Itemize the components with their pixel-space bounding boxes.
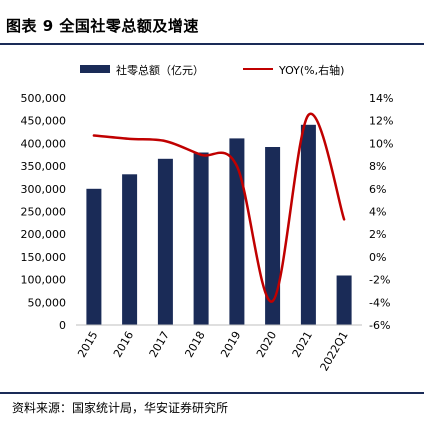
title-divider (0, 43, 424, 45)
left-axis-ticks: 0 50,000 100,000 150,000 200,000 250,000 300,0… (21, 92, 67, 332)
x-axis-tick-label: 2018 (182, 329, 207, 360)
bar-2022q1 (336, 275, 352, 325)
legend-swatch-bar (80, 65, 110, 73)
left-axis-tick-label: 100,000 (21, 274, 67, 287)
right-axis-tick-label: -2% (369, 274, 390, 287)
right-axis-tick-label: 6% (369, 183, 386, 196)
left-axis-tick-label: 0 (59, 319, 66, 332)
line-series (92, 112, 346, 303)
x-axis-tick-label: 2021 (290, 329, 315, 360)
legend-label-line: YOY(%,右轴) (278, 63, 344, 77)
x-axis-tick-label: 2017 (147, 329, 172, 360)
bar-series (86, 124, 352, 325)
x-axis-tick-label: 2022Q1 (318, 329, 351, 373)
figure-title: 图表 9 全国社零总额及增速 (6, 17, 199, 35)
x-axis-tick-label: 2015 (75, 329, 100, 360)
left-axis-tick-label: 250,000 (21, 206, 67, 219)
right-axis-ticks: -6% -4% -2% 0% 2% 4% 6% 8% 10% 12% 14% (369, 92, 393, 332)
chart: 社零总额（亿元） YOY(%,右轴) 0 50,000 100,000 150,000… (21, 63, 394, 373)
bar-2016 (122, 174, 138, 325)
yoy-line (92, 112, 346, 303)
bar-2021 (300, 124, 316, 325)
bar-2015 (86, 188, 102, 325)
legend: 社零总额（亿元） YOY(%,右轴) (80, 63, 344, 77)
left-axis-tick-label: 350,000 (21, 160, 67, 173)
bar-2018 (193, 152, 209, 325)
left-axis-tick-label: 450,000 (21, 115, 67, 128)
source-divider (0, 392, 424, 394)
left-axis-tick-label: 200,000 (21, 228, 67, 241)
right-axis-tick-label: 12% (369, 115, 393, 128)
right-axis-tick-label: -6% (369, 319, 390, 332)
left-axis-tick-label: 500,000 (21, 92, 67, 105)
right-axis-tick-label: 4% (369, 206, 386, 219)
right-axis-tick-label: -4% (369, 296, 390, 309)
bar-2019 (229, 138, 245, 325)
left-axis-tick-label: 50,000 (28, 296, 67, 309)
title-bar: 图表 9 全国社零总额及增速 (0, 0, 424, 45)
right-axis-tick-label: 0% (369, 251, 386, 264)
right-axis-tick-label: 8% (369, 160, 386, 173)
left-axis-tick-label: 150,000 (21, 251, 67, 264)
right-axis-tick-label: 14% (369, 92, 393, 105)
right-axis-tick-label: 10% (369, 137, 393, 150)
left-axis-tick-label: 400,000 (21, 137, 67, 150)
legend-label-bar: 社零总额（亿元） (116, 63, 204, 77)
bar-2017 (157, 158, 173, 325)
x-axis-tick-label: 2020 (254, 329, 279, 360)
bar-2020 (265, 147, 281, 325)
x-axis-tick-label: 2019 (218, 329, 243, 360)
x-axis-tick-label: 2016 (111, 329, 136, 360)
source-note: 资料来源：国家统计局，华安证券研究所 (12, 401, 229, 415)
x-axis-labels: 2015 2016 2017 2018 2019 2020 2021 2022Q1 (75, 329, 350, 373)
left-axis-tick-label: 300,000 (21, 183, 67, 196)
right-axis-tick-label: 2% (369, 228, 386, 241)
